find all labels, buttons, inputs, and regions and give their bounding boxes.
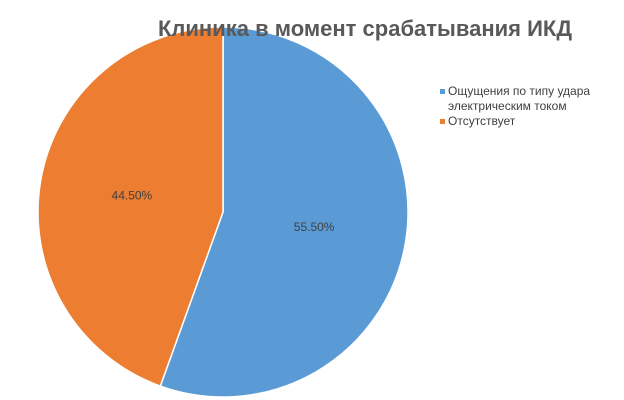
legend: Ощущения по типу удара электрическим ток…: [440, 84, 600, 129]
chart-title: Клиника в момент срабатывания ИКД: [158, 16, 572, 41]
legend-item: Отсутствует: [440, 114, 600, 129]
pie-slice: [37, 26, 224, 388]
legend-item: Ощущения по типу удара электрическим ток…: [440, 84, 600, 114]
legend-swatch: [440, 119, 445, 124]
legend-swatch: [440, 89, 445, 94]
pie-slice: [159, 26, 409, 398]
data-label: 44.50%: [112, 188, 153, 202]
legend-label: Отсутствует: [448, 114, 516, 128]
data-label: 55.50%: [294, 220, 335, 234]
legend-label: Ощущения по типу удара электрическим ток…: [448, 84, 591, 113]
